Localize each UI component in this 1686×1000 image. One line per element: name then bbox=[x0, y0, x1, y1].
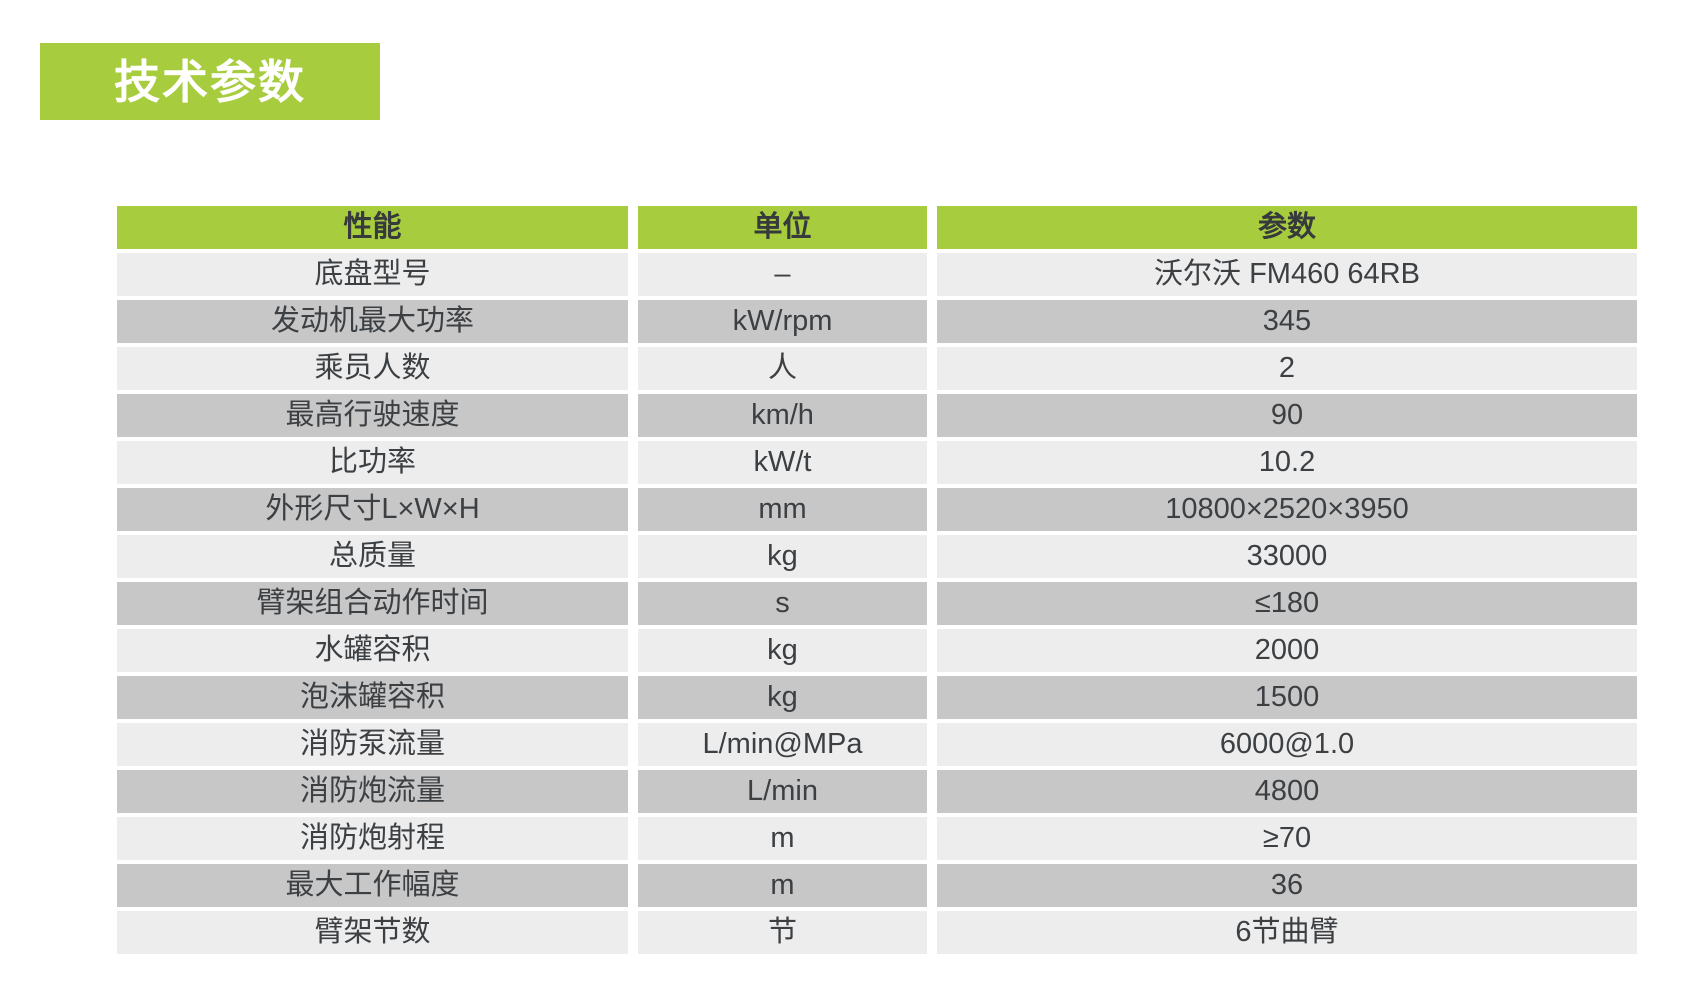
cell-label: 发动机最大功率 bbox=[117, 300, 628, 343]
cell-value: 10.2 bbox=[937, 441, 1637, 484]
spec-table: 性能 单位 参数 底盘型号 – 沃尔沃 FM460 64RB 发动机最大功率 k… bbox=[117, 206, 1637, 954]
table-row: 总质量 kg 33000 bbox=[117, 535, 1637, 578]
cell-unit: 人 bbox=[638, 347, 927, 390]
table-row: 乘员人数 人 2 bbox=[117, 347, 1637, 390]
table-row: 消防炮流量 L/min 4800 bbox=[117, 770, 1637, 813]
section-title: 技术参数 bbox=[114, 55, 306, 108]
cell-label: 臂架组合动作时间 bbox=[117, 582, 628, 625]
cell-unit: s bbox=[638, 582, 927, 625]
cell-value: 10800×2520×3950 bbox=[937, 488, 1637, 531]
cell-value: 2 bbox=[937, 347, 1637, 390]
cell-label: 消防泵流量 bbox=[117, 723, 628, 766]
cell-label: 外形尺寸L×W×H bbox=[117, 488, 628, 531]
cell-unit: m bbox=[638, 864, 927, 907]
cell-unit: – bbox=[638, 253, 927, 296]
cell-value: 90 bbox=[937, 394, 1637, 437]
table-row: 外形尺寸L×W×H mm 10800×2520×3950 bbox=[117, 488, 1637, 531]
table-row: 消防炮射程 m ≥70 bbox=[117, 817, 1637, 860]
cell-value: 2000 bbox=[937, 629, 1637, 672]
cell-value: 36 bbox=[937, 864, 1637, 907]
cell-label: 最高行驶速度 bbox=[117, 394, 628, 437]
cell-value: 1500 bbox=[937, 676, 1637, 719]
table-header-row: 性能 单位 参数 bbox=[117, 206, 1637, 249]
table-header-unit: 单位 bbox=[638, 206, 927, 249]
cell-label: 水罐容积 bbox=[117, 629, 628, 672]
cell-label: 乘员人数 bbox=[117, 347, 628, 390]
cell-unit: kW/rpm bbox=[638, 300, 927, 343]
cell-label: 泡沫罐容积 bbox=[117, 676, 628, 719]
section-title-box: 技术参数 bbox=[40, 43, 380, 120]
cell-value: ≥70 bbox=[937, 817, 1637, 860]
table-row: 最高行驶速度 km/h 90 bbox=[117, 394, 1637, 437]
table-row: 底盘型号 – 沃尔沃 FM460 64RB bbox=[117, 253, 1637, 296]
table-row: 水罐容积 kg 2000 bbox=[117, 629, 1637, 672]
cell-label: 总质量 bbox=[117, 535, 628, 578]
cell-label: 消防炮流量 bbox=[117, 770, 628, 813]
table-header-parameter: 参数 bbox=[937, 206, 1637, 249]
cell-label: 臂架节数 bbox=[117, 911, 628, 954]
cell-unit: L/min bbox=[638, 770, 927, 813]
cell-unit: km/h bbox=[638, 394, 927, 437]
table-row: 比功率 kW/t 10.2 bbox=[117, 441, 1637, 484]
cell-label: 消防炮射程 bbox=[117, 817, 628, 860]
table-row: 臂架节数 节 6节曲臂 bbox=[117, 911, 1637, 954]
cell-unit: L/min@MPa bbox=[638, 723, 927, 766]
table-row: 发动机最大功率 kW/rpm 345 bbox=[117, 300, 1637, 343]
cell-unit: kg bbox=[638, 535, 927, 578]
cell-value: 345 bbox=[937, 300, 1637, 343]
cell-unit: kW/t bbox=[638, 441, 927, 484]
table-row: 消防泵流量 L/min@MPa 6000@1.0 bbox=[117, 723, 1637, 766]
cell-value: 33000 bbox=[937, 535, 1637, 578]
cell-label: 比功率 bbox=[117, 441, 628, 484]
table-row: 泡沫罐容积 kg 1500 bbox=[117, 676, 1637, 719]
cell-value: 6节曲臂 bbox=[937, 911, 1637, 954]
cell-unit: m bbox=[638, 817, 927, 860]
cell-label: 底盘型号 bbox=[117, 253, 628, 296]
cell-unit: 节 bbox=[638, 911, 927, 954]
table-row: 臂架组合动作时间 s ≤180 bbox=[117, 582, 1637, 625]
cell-unit: mm bbox=[638, 488, 927, 531]
cell-value: ≤180 bbox=[937, 582, 1637, 625]
table-row: 最大工作幅度 m 36 bbox=[117, 864, 1637, 907]
cell-value: 4800 bbox=[937, 770, 1637, 813]
cell-unit: kg bbox=[638, 629, 927, 672]
cell-unit: kg bbox=[638, 676, 927, 719]
cell-value: 6000@1.0 bbox=[937, 723, 1637, 766]
table-header-performance: 性能 bbox=[117, 206, 628, 249]
cell-label: 最大工作幅度 bbox=[117, 864, 628, 907]
cell-value: 沃尔沃 FM460 64RB bbox=[937, 253, 1637, 296]
